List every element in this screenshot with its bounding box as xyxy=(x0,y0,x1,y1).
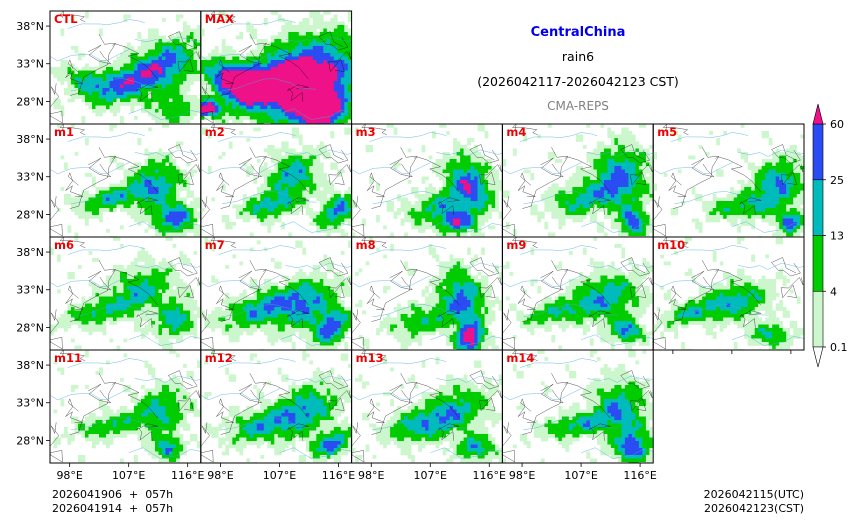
x-tick-label: 107°E xyxy=(414,469,447,482)
precip-field xyxy=(200,237,352,350)
y-tick-label: 28°N xyxy=(16,95,44,108)
y-tick-label: 38°N xyxy=(16,20,44,33)
panel-max: MAX xyxy=(200,10,353,125)
precip-field xyxy=(502,124,654,237)
precip-field xyxy=(351,237,503,350)
panel-frame xyxy=(501,349,654,464)
panel-label: m8 xyxy=(356,238,376,252)
y-tick-label: 33°N xyxy=(16,397,44,410)
precip-field xyxy=(502,350,654,463)
panel-label: m3 xyxy=(356,125,376,139)
valid-time-cst: 2026042123(CST) xyxy=(704,502,804,515)
panel-m2: m2 xyxy=(200,123,353,238)
colorbar-segment xyxy=(812,123,824,181)
colorbar-tick-label: 13 xyxy=(830,230,844,243)
panel-label: CTL xyxy=(54,12,78,26)
y-tick-label: 38°N xyxy=(16,246,44,259)
panel-m9: m9 xyxy=(501,236,654,351)
panel-label: m10 xyxy=(657,238,685,252)
region-title: CentralChina xyxy=(531,25,626,40)
panel-label: m14 xyxy=(506,351,534,365)
x-tick-label: 107°E xyxy=(112,469,145,482)
init-time-cst: 2026041914 + 057h xyxy=(52,502,173,515)
colorbar-tick-label: 0.1 xyxy=(830,341,848,354)
precip-field xyxy=(351,124,503,237)
panel-m7: m7 xyxy=(200,236,353,351)
panel-label: m6 xyxy=(54,238,74,252)
panel-m8: m8 xyxy=(351,236,503,351)
y-tick-label: 38°N xyxy=(16,359,44,372)
x-tick-label: 107°E xyxy=(263,469,296,482)
precip-field xyxy=(351,350,503,463)
precip-field xyxy=(200,350,352,463)
panel-m13: m13 xyxy=(351,349,503,464)
panel-label: m13 xyxy=(356,351,384,365)
x-tick-label: 116°E xyxy=(171,469,204,482)
y-tick-label: 33°N xyxy=(16,58,44,71)
colorbar-tick-label: 60 xyxy=(830,118,844,131)
precip-field xyxy=(50,237,201,350)
x-tick-label: 98°E xyxy=(207,469,233,482)
colorbar-extend-min xyxy=(812,346,824,368)
x-tick-label: 116°E xyxy=(623,469,656,482)
y-tick-label: 33°N xyxy=(16,284,44,297)
y-tick-label: 33°N xyxy=(16,171,44,184)
x-tick-label: 98°E xyxy=(358,469,384,482)
panel-m11: m11 xyxy=(49,349,202,464)
panel-m12: m12 xyxy=(200,349,353,464)
panel-m1: m1 xyxy=(49,123,202,238)
y-tick-label: 38°N xyxy=(16,133,44,146)
period-title: (2026042117-2026042123 CST) xyxy=(477,74,679,89)
precip-field xyxy=(200,124,352,237)
panel-label: m12 xyxy=(205,351,233,365)
y-tick-label: 28°N xyxy=(16,208,44,221)
x-tick-label: 116°E xyxy=(322,469,355,482)
colorbar-tick-label: 4 xyxy=(830,285,837,298)
x-tick-label: 116°E xyxy=(473,469,506,482)
variable-title: rain6 xyxy=(562,49,594,64)
panel-label: m5 xyxy=(657,125,677,139)
colorbar-segment xyxy=(812,179,824,236)
panel-m6: m6 xyxy=(49,236,202,351)
colorbar-tick-label: 25 xyxy=(830,174,844,187)
panel-ctl: CTL xyxy=(49,10,202,125)
panel-frame xyxy=(652,236,805,351)
precip-field xyxy=(502,237,654,350)
precip-field xyxy=(200,11,352,124)
panel-label: m9 xyxy=(506,238,526,252)
colorbar-extend-max xyxy=(812,103,824,125)
valid-time-utc: 2026042115(UTC) xyxy=(704,488,804,501)
panel-label: m11 xyxy=(54,351,82,365)
precip-field xyxy=(50,124,201,237)
colorbar-segment xyxy=(812,290,824,348)
panel-m10: m10 xyxy=(652,236,805,351)
y-tick-label: 28°N xyxy=(16,434,44,447)
panel-m14: m14 xyxy=(501,349,654,464)
panel-label: m7 xyxy=(205,238,225,252)
panel-m4: m4 xyxy=(501,123,654,238)
init-time-utc: 2026041906 + 057h xyxy=(52,488,173,501)
axis-layer: 38°N 33°N 28°N 38°N 33°N 28°N 38°N 33°N 28°N 38°N… xyxy=(16,20,792,482)
colorbar-segment xyxy=(812,235,824,292)
model-title: CMA-REPS xyxy=(547,99,609,113)
panel-label: m2 xyxy=(205,125,225,139)
x-tick-label: 98°E xyxy=(56,469,82,482)
precip-field xyxy=(50,11,201,124)
y-tick-label: 28°N xyxy=(16,321,44,334)
colorbar: 0.1 4 13 25 60 xyxy=(812,103,848,368)
panels-layer: CTL MAX m1 m2 m3 m4 m5 m6 m7 m8 m9 m10 m11 m12 m13 m14 xyxy=(49,10,805,464)
precip-field xyxy=(50,350,201,463)
panel-label: m1 xyxy=(54,125,74,139)
precip-field xyxy=(653,124,805,237)
panel-m5: m5 xyxy=(652,123,805,238)
panel-m3: m3 xyxy=(351,123,503,238)
panel-label: MAX xyxy=(205,12,234,26)
x-tick-label: 107°E xyxy=(564,469,597,482)
panel-label: m4 xyxy=(506,125,526,139)
x-tick-label: 98°E xyxy=(509,469,535,482)
